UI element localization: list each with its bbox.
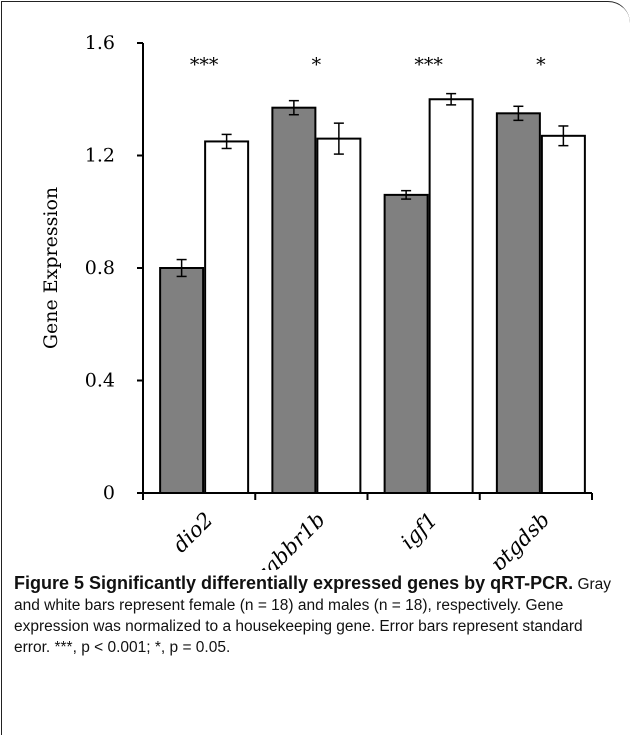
bar <box>204 140 250 494</box>
bar-chart: 0 0.4 0.8 1.2 1.6 *** dio2 * gabbr1b *** igf1 * ptg… <box>40 32 593 570</box>
significance-label: * <box>312 54 322 76</box>
y-tick-label: 0.8 <box>85 257 115 279</box>
y-tick-label: 1.2 <box>85 145 115 167</box>
x-category-label: ptgdsb <box>486 508 555 570</box>
bar <box>428 98 474 494</box>
y-axis-label: Gene Expression <box>40 187 62 349</box>
significance-label: *** <box>190 54 219 76</box>
caption-body: Gray and white bars represent female (n … <box>14 576 612 656</box>
bars <box>159 92 586 494</box>
bar <box>540 134 586 494</box>
bar <box>316 137 362 494</box>
y-tick-label: 0 <box>103 482 115 504</box>
bar <box>159 267 205 494</box>
caption-title: Figure 5 Significantly differentially ex… <box>14 573 574 593</box>
x-category-label: igf1 <box>396 508 442 554</box>
figure-caption: Figure 5 Significantly differentially ex… <box>14 573 614 658</box>
x-axis <box>142 492 593 500</box>
x-category-label: gabbr1b <box>250 508 330 570</box>
y-axis: 0 0.4 0.8 1.2 1.6 <box>85 32 144 504</box>
bar <box>495 112 541 494</box>
x-category-label: dio2 <box>168 508 218 558</box>
bar <box>271 106 317 494</box>
significance-label: * <box>536 54 546 76</box>
y-tick-label: 0.4 <box>85 370 115 392</box>
bar <box>383 193 429 494</box>
y-tick-label: 1.6 <box>85 32 115 54</box>
significance-label: *** <box>414 54 443 76</box>
